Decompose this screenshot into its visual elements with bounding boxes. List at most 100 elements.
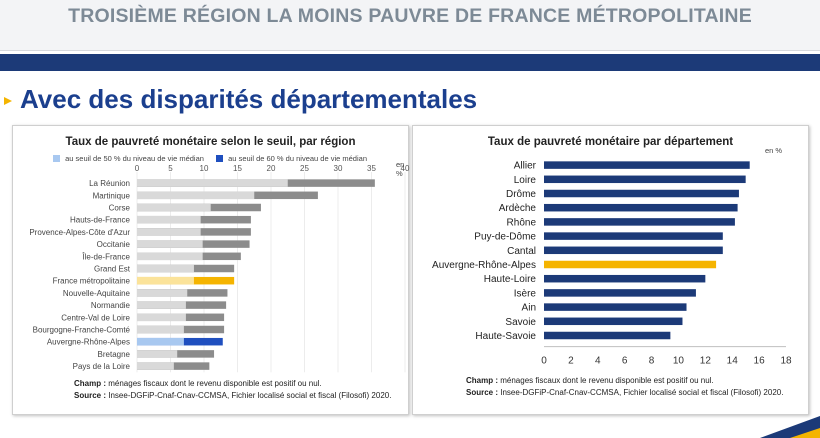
left-x-tick-label: 20 [267, 164, 276, 173]
left-x-tick-label: 0 [135, 164, 140, 173]
left-champ-label: Champ : [74, 379, 106, 388]
right-bar-isere [544, 289, 696, 297]
top-bar: TROISIÈME RÉGION LA MOINS PAUVRE DE FRAN… [0, 0, 820, 51]
left-legend: au seuil de 50 % du niveau de vie médian… [53, 154, 377, 163]
section-title: Avec des disparités départementales [20, 84, 478, 114]
left-category-label-bretagne: Bretagne [98, 350, 131, 359]
right-bar-ain [544, 303, 687, 311]
left-category-label-provence-alpes-cote-d-azur: Provence-Alpes-Côte d'Azur [29, 228, 130, 237]
right-x-tick-label: 2 [568, 356, 574, 367]
left-bar-50-normandie [137, 301, 186, 309]
left-bar-50-ile-de-france [137, 252, 203, 261]
left-bar-50-la-reunion [137, 179, 288, 187]
right-source-label: Source : [466, 388, 499, 397]
right-footnote-champ: Champ : ménages fiscaux dont le revenu d… [466, 376, 714, 385]
right-bar-allier [544, 161, 750, 169]
left-bar-50-corse [137, 203, 211, 212]
left-unit-label: en % [396, 160, 405, 178]
left-bar-50-provence-alpes-cote-d-azur [137, 228, 201, 236]
right-bar-drome [544, 189, 739, 198]
left-x-tick-label: 15 [233, 164, 242, 173]
left-bar-50-centre-val-de-loire [137, 313, 186, 322]
right-category-label-ardeche: Ardèche [499, 203, 537, 214]
corner-decoration-accent [790, 428, 820, 438]
right-bar-loire [544, 175, 746, 184]
page-number: 7 [806, 110, 812, 120]
left-x-tick-label: 25 [300, 164, 309, 173]
left-x-tick-label: 5 [168, 164, 173, 173]
right-x-tick-label: 14 [727, 356, 739, 367]
right-category-label-ain: Ain [522, 303, 536, 314]
left-chart-svg: 0 5 10 15 20 25 30 35 40 La Réunion Martinique Cors… [29, 164, 410, 373]
right-bar-auvergne-rhone-alpes [544, 260, 717, 269]
right-category-label-puy-de-dome: Puy-de-Dôme [474, 232, 536, 243]
right-chart-title: Taux de pauvreté monétaire par départeme… [487, 136, 734, 148]
legend-label-60: au seuil de 60 % du niveau de vie médian [228, 154, 367, 163]
left-category-label-centre-val-de-loire: Centre-Val de Loire [61, 313, 130, 322]
left-category-label-nouvelle-aquitaine: Nouvelle-Aquitaine [63, 289, 131, 298]
legend-swatch-50 [53, 155, 60, 162]
right-category-label-allier: Allier [514, 161, 537, 172]
left-bar-50-occitanie [137, 240, 203, 248]
right-bar-haute-savoie [544, 331, 671, 340]
left-chart-title: Taux de pauvreté monétaire selon le seui… [65, 136, 356, 148]
left-chart-panel: Taux de pauvreté monétaire selon le seui… [12, 125, 410, 415]
left-category-label-hauts-de-france: Hauts-de-France [70, 216, 131, 225]
right-x-tick-label: 16 [754, 356, 766, 367]
legend-swatch-60 [216, 155, 224, 162]
right-chart-panel: Taux de pauvreté monétaire par départeme… [412, 125, 809, 415]
right-bar-puy-de-dome [544, 232, 723, 240]
left-category-label-martinique: Martinique [93, 191, 131, 200]
left-bar-50-grand-est [137, 264, 194, 273]
right-x-tick-label: 12 [700, 356, 712, 367]
legend-item-50: au seuil de 50 % du niveau de vie médian [53, 154, 206, 163]
left-x-tick-label: 10 [200, 164, 209, 173]
left-category-label-corse: Corse [109, 204, 131, 213]
right-category-label-haute-loire: Haute-Loire [484, 274, 537, 285]
right-category-label-rhone: Rhône [507, 217, 537, 228]
left-bar-50-hauts-de-france [137, 215, 201, 224]
right-source-text: Insee-DGFiP-Cnaf-Cnav-CCMSA, Fichier loc… [500, 388, 784, 397]
right-champ-text: ménages fiscaux dont le revenu disponibl… [500, 376, 714, 385]
left-category-label-bourgogne-franche-comte: Bourgogne-Franche-Comté [33, 326, 131, 335]
left-source-text: Insee-DGFiP-Cnaf-Cnav-CCMSA, Fichier loc… [108, 391, 392, 400]
right-category-label-cantal: Cantal [507, 246, 536, 257]
right-x-tick-label: 4 [595, 356, 601, 367]
section-marker-icon [4, 97, 12, 105]
right-bar-ardeche [544, 203, 738, 212]
left-champ-text: ménages fiscaux dont le revenu disponibl… [108, 379, 322, 388]
right-x-tick-label: 18 [780, 356, 792, 367]
right-bar-savoie [544, 317, 683, 326]
right-bar-haute-loire [544, 274, 706, 283]
left-x-tick-label: 30 [334, 164, 343, 173]
right-category-label-isere: Isère [514, 288, 537, 299]
right-category-label-auvergne-rhone-alpes: Auvergne-Rhône-Alpes [432, 260, 536, 271]
right-category-label-savoie: Savoie [505, 317, 536, 328]
left-category-label-ile-de-france: Île-de-France [81, 252, 130, 261]
right-bar-cantal [544, 246, 723, 255]
left-category-label-grand-est: Grand Est [94, 265, 131, 274]
right-category-label-loire: Loire [514, 175, 537, 186]
right-unit-label: en % [765, 146, 783, 155]
legend-label-50: au seuil de 50 % du niveau de vie médian [65, 154, 204, 163]
right-x-tick-label: 6 [622, 356, 628, 367]
left-category-label-pays-de-la-loire: Pays de la Loire [73, 362, 131, 371]
right-category-label-drome: Drôme [506, 189, 536, 200]
right-category-label-haute-savoie: Haute-Savoie [475, 331, 536, 342]
right-chart-svg: 0 2 4 6 8 10 12 14 16 18 Allier Loire Drôme Ardèche Rh… [432, 161, 792, 367]
left-footnote-source: Source : Insee-DGFiP-Cnaf-Cnav-CCMSA, Fi… [74, 391, 391, 400]
header-band: 7 [0, 54, 820, 120]
left-bar-50-bretagne [137, 350, 178, 358]
left-bar-50-auvergne-rhone-alpes [137, 337, 184, 346]
left-bar-50-bourgogne-franche-comte [137, 325, 184, 334]
left-bar-50-nouvelle-aquitaine [137, 289, 188, 297]
right-bar-rhone [544, 218, 735, 226]
right-x-tick-label: 10 [673, 356, 685, 367]
left-bar-50-pays-de-la-loire [137, 362, 174, 370]
left-footnote-champ: Champ : ménages fiscaux dont le revenu d… [74, 379, 322, 388]
left-x-tick-label: 40 [401, 164, 410, 173]
right-footnote-source: Source : Insee-DGFiP-Cnaf-Cnav-CCMSA, Fi… [466, 388, 783, 397]
left-bar-50-martinique [137, 191, 255, 200]
left-category-label-normandie: Normandie [91, 301, 131, 310]
right-x-tick-label: 0 [541, 356, 547, 367]
